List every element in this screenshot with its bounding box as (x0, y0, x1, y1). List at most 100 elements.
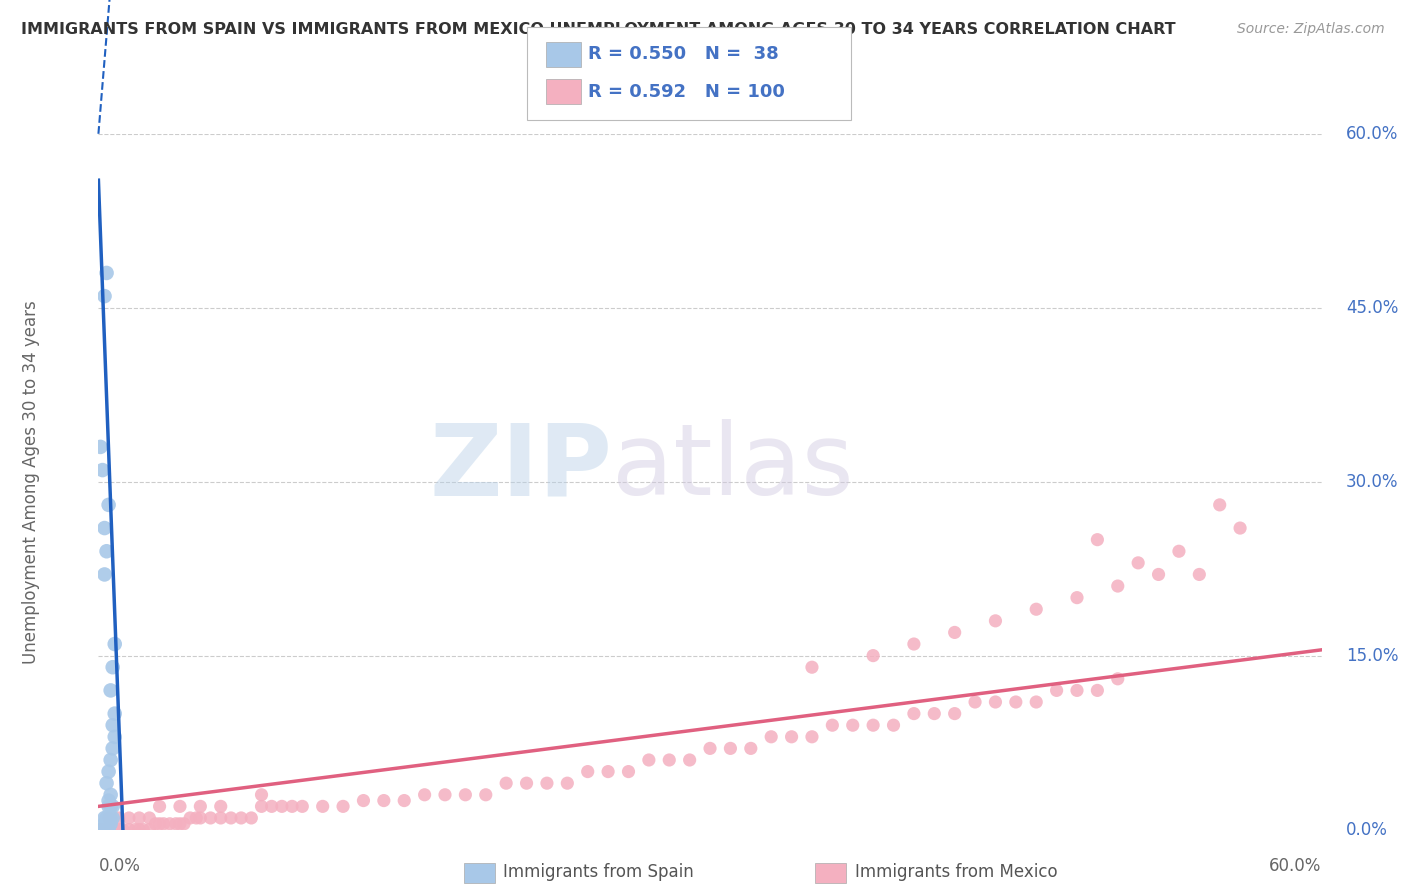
Point (97, 811, 120, 825)
Point (260, 799, 283, 814)
Point (1025, 602, 1047, 616)
Point (965, 695, 987, 709)
Text: 30.0%: 30.0% (1346, 473, 1399, 491)
Point (100, 683, 122, 698)
Point (173, 817, 195, 831)
Point (332, 799, 354, 814)
Point (270, 799, 294, 814)
Point (97, 822, 120, 837)
Point (89, 822, 111, 837)
Point (1128, 556, 1150, 570)
Point (100, 822, 122, 837)
Point (96, 776, 118, 790)
Point (761, 730, 783, 744)
Point (780, 730, 803, 744)
Point (291, 799, 314, 814)
Point (1045, 683, 1069, 698)
Point (104, 706, 127, 721)
Point (97, 822, 120, 837)
Point (1209, 498, 1232, 512)
Point (209, 811, 232, 825)
Point (392, 794, 416, 808)
Point (149, 799, 172, 814)
Point (118, 822, 141, 837)
Point (97, 794, 120, 808)
Text: 60.0%: 60.0% (1346, 125, 1399, 143)
Point (903, 637, 925, 651)
Point (97, 799, 120, 814)
Point (1229, 521, 1251, 535)
Point (128, 822, 150, 837)
Text: IMMIGRANTS FROM SPAIN VS IMMIGRANTS FROM MEXICO UNEMPLOYMENT AMONG AGES 30 TO 34: IMMIGRANTS FROM SPAIN VS IMMIGRANTS FROM… (21, 22, 1175, 37)
Point (108, 822, 131, 837)
Point (1188, 567, 1211, 582)
Text: Unemployment Among Ages 30 to 34 years: Unemployment Among Ages 30 to 34 years (22, 300, 41, 664)
Text: 0.0%: 0.0% (1346, 821, 1388, 838)
Point (100, 788, 122, 802)
Point (821, 718, 844, 732)
Point (718, 741, 742, 756)
Point (96, 811, 118, 825)
Point (100, 811, 122, 825)
Point (536, 776, 558, 790)
Text: 60.0%: 60.0% (1270, 857, 1322, 875)
Point (108, 811, 131, 825)
Point (101, 811, 124, 825)
Point (1066, 683, 1088, 698)
Point (200, 811, 222, 825)
Point (169, 799, 191, 814)
Point (740, 741, 762, 756)
Point (91, 463, 114, 477)
Point (555, 776, 579, 790)
Point (454, 788, 477, 802)
Point (118, 811, 141, 825)
Point (93, 521, 115, 535)
Text: Immigrants from Spain: Immigrants from Spain (503, 863, 695, 881)
Point (169, 817, 191, 831)
Point (434, 788, 457, 802)
Point (89, 822, 111, 837)
Point (617, 764, 640, 779)
Point (97, 811, 120, 825)
Point (91, 822, 114, 837)
Point (862, 648, 884, 663)
Point (984, 695, 1007, 709)
Text: 45.0%: 45.0% (1346, 299, 1399, 317)
Point (312, 799, 335, 814)
Point (1107, 672, 1129, 686)
Point (179, 811, 201, 825)
Point (89, 440, 111, 454)
Point (100, 799, 122, 814)
Point (922, 706, 945, 721)
Point (1066, 591, 1088, 605)
Point (576, 764, 599, 779)
Point (97, 764, 120, 779)
Point (658, 753, 681, 767)
Point (699, 741, 721, 756)
Point (101, 799, 124, 814)
Point (516, 776, 538, 790)
Point (111, 822, 134, 837)
Point (104, 730, 127, 744)
Point (943, 706, 966, 721)
Text: R = 0.592   N = 100: R = 0.592 N = 100 (588, 83, 785, 101)
Point (495, 776, 517, 790)
Point (1085, 683, 1108, 698)
Point (352, 794, 374, 808)
Point (101, 822, 124, 837)
Point (93, 817, 115, 831)
Text: Immigrants from Mexico: Immigrants from Mexico (855, 863, 1057, 881)
Point (138, 822, 160, 837)
Point (1085, 533, 1108, 547)
Point (231, 811, 253, 825)
Point (209, 799, 232, 814)
Point (1004, 695, 1026, 709)
Point (96, 822, 118, 837)
Point (96, 817, 118, 831)
Point (1147, 567, 1170, 582)
Point (100, 817, 122, 831)
Point (188, 811, 212, 825)
Point (1167, 544, 1189, 558)
Point (240, 811, 263, 825)
Point (250, 788, 273, 802)
